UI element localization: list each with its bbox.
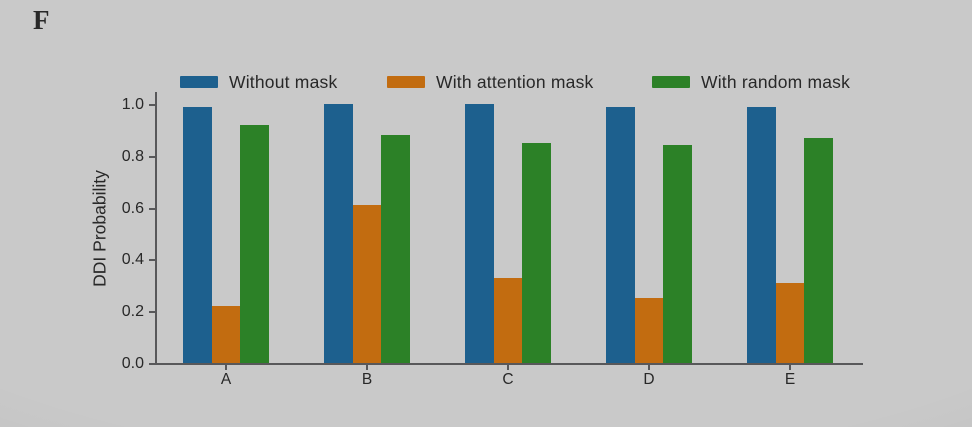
y-axis-spine (155, 92, 157, 365)
y-tick-mark (149, 155, 155, 158)
legend-label: With random mask (701, 71, 851, 92)
x-axis-spine (155, 363, 863, 365)
y-tick-label: 0.4 (121, 251, 144, 269)
bar-D-without-mask (606, 107, 635, 363)
x-tick-label-E: E (784, 371, 796, 388)
legend-entry-attention-mask: With attention mask (387, 70, 593, 94)
bar-C-without-mask (465, 104, 494, 363)
x-tick-mark (366, 365, 368, 370)
x-tick-mark (225, 365, 227, 370)
panel-label: F (33, 5, 50, 35)
bar-A-without-mask (183, 107, 212, 363)
y-tick-label: 0.0 (121, 355, 144, 372)
bar-A-with-random-mask (240, 125, 269, 363)
y-tick-mark (149, 363, 155, 365)
legend-entry-random-mask: With random mask (652, 70, 850, 94)
legend-swatch-blue (180, 76, 218, 88)
bar-C-with-attention-mask (493, 278, 523, 363)
y-tick-label: 0.2 (121, 303, 144, 321)
bar-E-without-mask (747, 107, 776, 363)
chart-legend: Without mask With attention mask With ra… (0, 70, 972, 96)
x-tick-mark (789, 365, 791, 370)
x-tick-label-C: C (502, 371, 514, 388)
y-tick-label: 0.6 (121, 199, 144, 217)
bar-A-with-attention-mask (211, 306, 241, 363)
legend-swatch-green (652, 76, 690, 88)
legend-entry-without-mask: Without mask (180, 70, 337, 94)
y-tick-label: 0.8 (121, 147, 144, 165)
bar-B-with-random-mask (381, 135, 410, 363)
y-tick-mark (149, 207, 155, 210)
legend-label: With attention mask (436, 71, 594, 92)
y-tick-mark (149, 104, 155, 106)
x-tick-mark (648, 365, 650, 370)
legend-swatch-orange (387, 76, 425, 88)
bar-C-with-random-mask (522, 143, 551, 363)
legend-label: Without mask (229, 71, 338, 92)
x-tick-label-A: A (220, 371, 232, 388)
bar-E-with-random-mask (804, 138, 833, 363)
x-tick-label-D: D (643, 371, 655, 388)
y-tick-mark (149, 311, 155, 314)
y-tick-label: 1.0 (121, 96, 144, 113)
y-tick-mark (149, 259, 155, 262)
bar-B-with-attention-mask (352, 205, 382, 363)
x-tick-mark (507, 365, 509, 370)
bar-D-with-random-mask (663, 145, 692, 363)
x-tick-label-B: B (361, 371, 373, 388)
bar-B-without-mask (324, 104, 353, 363)
bar-D-with-attention-mask (634, 298, 664, 363)
bar-E-with-attention-mask (775, 283, 805, 363)
